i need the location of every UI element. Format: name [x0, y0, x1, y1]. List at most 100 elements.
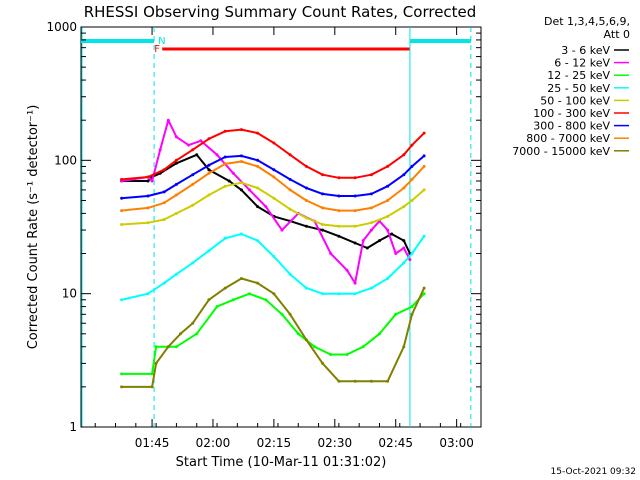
- data-point: [272, 292, 276, 296]
- data-point: [345, 268, 349, 272]
- data-point: [313, 345, 316, 349]
- data-point: [321, 228, 325, 232]
- data-point: [120, 372, 124, 376]
- data-point: [288, 207, 292, 211]
- x-tick-label-1: 02:00: [196, 436, 231, 450]
- data-point: [239, 181, 243, 185]
- data-point: [215, 153, 219, 157]
- data-point: [239, 154, 243, 158]
- data-point: [369, 192, 373, 196]
- data-point: [321, 206, 325, 210]
- data-point: [223, 155, 227, 159]
- plot-frame: [80, 26, 482, 428]
- series-line-4: [121, 181, 425, 228]
- data-point: [353, 379, 357, 383]
- data-point: [146, 206, 150, 210]
- data-point: [272, 196, 276, 200]
- data-point: [345, 353, 349, 356]
- data-point: [369, 286, 373, 290]
- data-point: [174, 193, 178, 197]
- data-point: [272, 175, 276, 179]
- data-point: [353, 224, 357, 228]
- data-point: [353, 292, 357, 296]
- data-point: [288, 272, 292, 276]
- data-point: [353, 194, 357, 198]
- data-point: [256, 281, 260, 285]
- series-line-3: [121, 233, 425, 301]
- data-point: [207, 298, 211, 302]
- data-point: [239, 128, 243, 132]
- data-point: [162, 281, 166, 285]
- data-point: [402, 345, 406, 349]
- data-point: [369, 379, 373, 383]
- data-point: [191, 203, 195, 207]
- legend-label-4: 50 - 100 keV: [540, 94, 610, 107]
- data-point: [146, 292, 150, 296]
- data-point: [166, 345, 170, 349]
- legend-label-0: 3 - 6 keV: [561, 44, 610, 57]
- data-point: [337, 234, 341, 238]
- data-point: [158, 148, 162, 152]
- data-point: [191, 148, 195, 152]
- x-tick-label-5: 03:00: [439, 436, 474, 450]
- series-2: [120, 292, 426, 376]
- data-point: [120, 223, 124, 226]
- data-point: [231, 298, 235, 302]
- data-point: [378, 332, 381, 336]
- data-point: [166, 118, 170, 122]
- data-point: [353, 281, 357, 285]
- data-point: [304, 199, 308, 202]
- y-tick-label-2: 100: [54, 153, 77, 167]
- axes-layer: 01:45 02:00 02:15 02:30 02:45 03:00 1 10 100 1000: [46, 20, 481, 450]
- data-point: [199, 139, 203, 143]
- data-point: [288, 153, 292, 157]
- data-point: [195, 332, 199, 336]
- series-line-7: [121, 160, 425, 212]
- data-point: [120, 177, 124, 181]
- data-point: [256, 205, 260, 209]
- data-point: [321, 192, 325, 196]
- series-layer: [120, 118, 426, 389]
- data-point: [410, 177, 414, 181]
- data-point: [120, 196, 124, 200]
- legend-label-6: 300 - 800 keV: [533, 120, 610, 133]
- legend-label-1: 6 - 12 keV: [554, 57, 610, 70]
- markers-layer: FN: [81, 27, 472, 427]
- data-point: [146, 175, 150, 179]
- data-point: [410, 312, 414, 316]
- data-point: [321, 173, 325, 177]
- x-axis-label: Start Time (10-Mar-11 01:31:02): [176, 455, 387, 470]
- data-point: [402, 153, 406, 157]
- data-point: [223, 236, 227, 240]
- data-point: [296, 332, 300, 336]
- data-point: [386, 184, 390, 188]
- x-tick-label-3: 02:30: [318, 436, 353, 450]
- data-point: [288, 312, 292, 316]
- data-point: [179, 332, 182, 336]
- data-point: [239, 232, 243, 236]
- data-point: [174, 158, 178, 162]
- data-point: [402, 239, 406, 243]
- legend-label-5: 100 - 300 keV: [533, 107, 610, 120]
- data-point: [207, 168, 211, 172]
- data-point: [187, 143, 191, 147]
- data-point: [321, 361, 325, 365]
- legend-label-7: 800 - 7000 keV: [526, 132, 610, 145]
- data-point: [422, 154, 426, 158]
- data-point: [231, 171, 235, 175]
- data-point: [146, 179, 150, 183]
- series-3: [120, 232, 426, 302]
- data-point: [150, 372, 154, 376]
- data-point: [288, 177, 292, 181]
- data-point: [337, 209, 341, 213]
- data-point: [256, 131, 260, 135]
- data-point: [272, 255, 276, 258]
- x-tick-label-2: 02:15: [257, 436, 292, 450]
- data-point: [248, 292, 251, 296]
- data-point: [150, 385, 154, 389]
- data-point: [353, 176, 357, 180]
- data-point: [369, 221, 373, 225]
- data-point: [410, 199, 414, 202]
